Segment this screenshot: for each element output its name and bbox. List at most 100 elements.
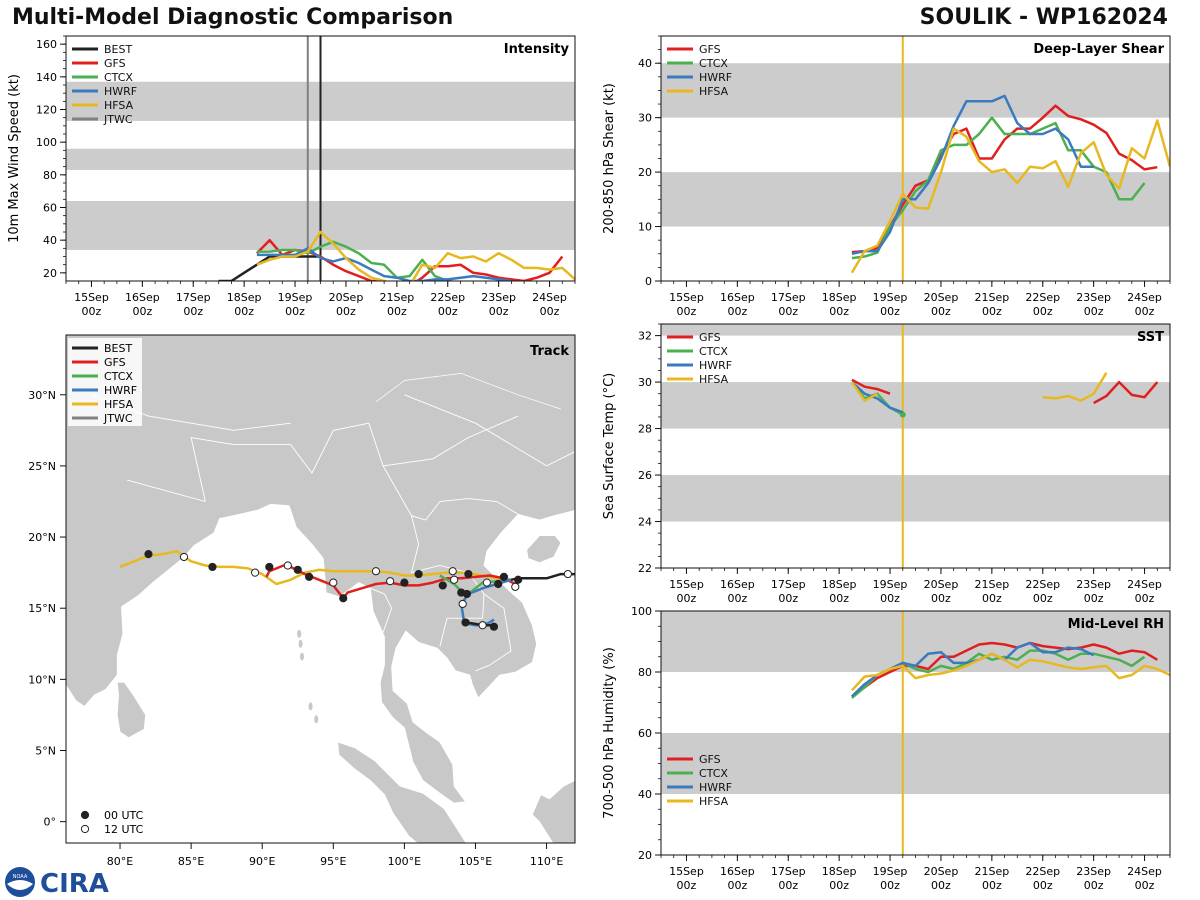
y-tick-label: 140	[36, 71, 57, 84]
x-tick-sublabel: 00z	[677, 879, 697, 892]
track-point-12utc	[478, 621, 487, 630]
y-axis-label: 10m Max Wind Speed (kt)	[7, 74, 22, 243]
track-point-00utc	[265, 562, 274, 572]
marker-legend-12utc-label: 12 UTC	[104, 823, 144, 836]
track-point-00utc	[339, 594, 348, 603]
x-tick-label: 15Sep	[74, 291, 109, 304]
legend-label-hwrf: HWRF	[699, 781, 732, 794]
legend-label-hwrf: HWRF	[104, 384, 137, 397]
x-tick-label: 21Sep	[974, 865, 1009, 878]
track-point-00utc	[400, 578, 409, 587]
x-tick-sublabel: 00z	[489, 305, 509, 318]
x-tick-label: 17Sep	[771, 865, 806, 878]
x-tick-sublabel: 00z	[132, 305, 152, 318]
y-tick-label: 32	[638, 330, 652, 343]
y-tick-label: 10	[638, 221, 652, 234]
x-tick-sublabel: 00z	[829, 305, 849, 318]
x-tick-label: 19Sep	[278, 291, 313, 304]
x-tick-sublabel: 00z	[931, 305, 951, 318]
legend-label-hwrf: HWRF	[699, 71, 732, 84]
series-end-point	[899, 411, 906, 418]
y-tick-label: 60	[638, 727, 652, 740]
y-tick-label: 20	[638, 849, 652, 862]
y-tick-label: 40	[638, 57, 652, 70]
legend-label-best: BEST	[104, 43, 132, 56]
page-title: Multi-Model Diagnostic Comparison	[12, 5, 454, 30]
country-border	[404, 394, 575, 467]
y-tick-label: 24	[638, 516, 652, 529]
x-tick-sublabel: 00z	[234, 305, 254, 318]
x-tick-label: 22Sep	[1025, 865, 1060, 878]
x-tick-label: 20Sep	[924, 865, 959, 878]
series-line-gfs	[851, 104, 1158, 254]
x-tick-sublabel: 00z	[1084, 879, 1104, 892]
x-tick-sublabel: 00z	[778, 592, 798, 605]
y-tick-label: 5°N	[35, 745, 56, 758]
country-border	[368, 423, 519, 521]
y-tick-label: 100	[631, 605, 652, 618]
y-tick-label: 40	[638, 788, 652, 801]
x-tick-label: 80°E	[107, 855, 133, 868]
x-tick-label: 23Sep	[1076, 291, 1111, 304]
y-tick-label: 30°N	[28, 389, 56, 402]
legend-label-ctcx: CTCX	[104, 370, 133, 383]
x-tick-sublabel: 00z	[438, 305, 458, 318]
legend-label-ctcx: CTCX	[699, 345, 728, 358]
land-sri-lanka	[116, 681, 147, 739]
marker-legend-00utc-label: 00 UTC	[104, 809, 144, 822]
country-border	[370, 587, 393, 633]
x-tick-label: 18Sep	[822, 865, 857, 878]
x-tick-label: 19Sep	[873, 291, 908, 304]
x-tick-sublabel: 00z	[336, 305, 356, 318]
legend-label-gfs: GFS	[699, 753, 721, 766]
plot-area	[661, 324, 1170, 568]
y-tick-label: 20°N	[28, 531, 56, 544]
x-tick-sublabel: 00z	[880, 879, 900, 892]
panel-intensity: 20 40 60 80 100 120 140 160 10m Max Wind Speed (…	[7, 35, 576, 282]
marker-legend-12utc-icon	[80, 824, 90, 834]
y-tick-label: 20	[638, 166, 652, 179]
x-tick-label: 85°E	[178, 855, 204, 868]
x-tick-label: 22Sep	[1025, 291, 1060, 304]
x-tick-label: 15Sep	[669, 865, 704, 878]
panel-title: Track	[530, 344, 569, 359]
y-tick-label: 30	[638, 112, 652, 125]
plot-content	[661, 36, 1170, 281]
x-tick-label: 24Sep	[1127, 291, 1162, 304]
x-tick-label: 17Sep	[771, 291, 806, 304]
x-tick-sublabel: 00z	[1033, 305, 1053, 318]
series-line-hfsa	[850, 652, 1170, 692]
panel-sst: 22 24 26 28 30 32 Sea Surface Temp (°C) SST	[602, 323, 1171, 575]
y-axis: 20 40 60 80 100 120 140 160	[36, 35, 66, 280]
x-tick-label: 17Sep	[176, 291, 211, 304]
storm-title: SOULIK - WP162024	[919, 5, 1168, 30]
track-point-00utc	[499, 572, 509, 582]
x-tick-sublabel: 00z	[727, 592, 747, 605]
panel-shear: 0 10 20 30 40 200-850 hPa Shear (kt) Deep-Laye…	[602, 35, 1171, 288]
series-line-ctcx	[851, 116, 1146, 260]
x-tick-sublabel: 00z	[1135, 592, 1155, 605]
map-content	[66, 335, 575, 843]
x-tick-label: 24Sep	[1127, 578, 1162, 591]
x-tick-sublabel: 00z	[183, 305, 203, 318]
x-tick-label: 16Sep	[720, 578, 755, 591]
reference-band	[661, 63, 1170, 118]
legend-label-ctcx: CTCX	[699, 767, 728, 780]
x-tick-label: 105°E	[459, 855, 492, 868]
y-tick-label: 25°N	[28, 460, 56, 473]
x-tick-label: 15Sep	[669, 578, 704, 591]
x-tick-sublabel: 00z	[778, 879, 798, 892]
series-line-hfsa	[850, 119, 1170, 274]
track-point-00utc	[464, 569, 473, 579]
series-line-gfs	[1093, 380, 1159, 405]
x-tick-label: 23Sep	[481, 291, 516, 304]
plot-content	[66, 36, 575, 281]
track-point-00utc	[305, 572, 314, 582]
x-tick-sublabel: 00z	[931, 592, 951, 605]
country-border	[383, 415, 519, 467]
y-axis-label: 700-500 hPa Humidity (%)	[602, 647, 617, 819]
